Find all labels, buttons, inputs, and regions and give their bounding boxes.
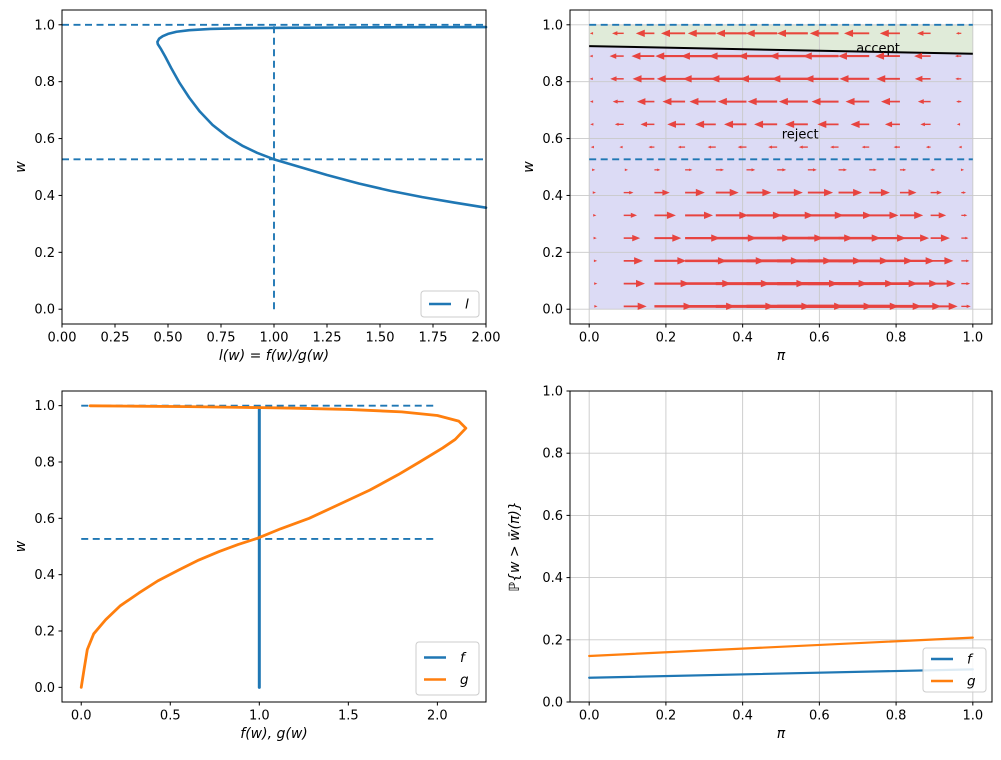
x-tick-label: 0.25 xyxy=(101,331,130,346)
y-tick-label: 0.2 xyxy=(542,246,563,261)
x-tick-label: 0.4 xyxy=(732,709,753,724)
y-tick-label: 0.6 xyxy=(34,512,55,527)
legend-label-f: f xyxy=(967,652,974,668)
x-tick-label: 0.2 xyxy=(656,709,677,724)
x-tick-label: 1.0 xyxy=(962,709,983,724)
x-tick-label: 0.2 xyxy=(656,331,677,346)
annotation-accept: accept xyxy=(856,41,900,56)
x-axis-label: π xyxy=(777,726,786,742)
legend-label-l: l xyxy=(465,297,469,313)
x-tick-label: 0.0 xyxy=(579,331,600,346)
x-axis-label: l(w) = f(w)/g(w) xyxy=(219,348,329,364)
y-tick-label: 0.0 xyxy=(542,303,563,318)
panel-densities: 0.0 0.5 1.0 1.5 2.0 0.0 0.2 0.4 0.6 0.8 1.0 f(w), g… xyxy=(13,390,487,742)
y-axis-label: ℙ{w > w̄(π)} xyxy=(507,501,523,592)
legend: fg xyxy=(415,641,480,696)
y-tick-label: 0.4 xyxy=(542,571,563,586)
legend-box xyxy=(415,641,480,696)
tick-marks: 0.0 0.2 0.4 0.6 0.8 1.0 0.0 0.2 0.4 0.6 0.8 1.0 xyxy=(542,18,983,345)
y-tick-label: 0.8 xyxy=(34,75,55,90)
annotation-reject: reject xyxy=(782,127,819,142)
y-tick-label: 1.0 xyxy=(34,18,55,33)
y-tick-label: 0.2 xyxy=(542,633,563,648)
x-tick-label: 0.00 xyxy=(48,331,77,346)
legend-label-f: f xyxy=(460,650,467,666)
y-tick-label: 1.0 xyxy=(542,18,563,33)
series-g-line xyxy=(588,636,974,658)
tick-marks: 0.00 0.25 0.50 0.75 1.00 1.25 1.50 1.75 2.00 0.0 0… xyxy=(34,18,500,345)
legend: l xyxy=(420,290,480,318)
x-tick-label: 0.6 xyxy=(809,709,830,724)
legend-box xyxy=(922,647,987,693)
x-tick-label: 0.6 xyxy=(809,331,830,346)
tick-marks: 0.0 0.5 1.0 1.5 2.0 0.0 0.2 0.4 0.6 0.8 1.0 xyxy=(34,399,447,723)
y-tick-label: 1.0 xyxy=(542,385,563,400)
y-tick-label: 0.8 xyxy=(34,455,55,470)
y-axis-label: w xyxy=(13,540,29,552)
y-tick-label: 0.2 xyxy=(34,246,55,261)
legend-label-g: g xyxy=(967,674,976,690)
y-tick-label: 0.0 xyxy=(542,696,563,711)
panel-tail-probability: 0.0 0.2 0.4 0.6 0.8 1.0 0.0 0.2 0.4 0.6 0.8 1.0 π ℙ{w… xyxy=(507,385,993,742)
axes-spines xyxy=(61,390,487,703)
x-tick-label: 1.75 xyxy=(419,331,448,346)
y-tick-label: 0.2 xyxy=(34,625,55,640)
axes-spines xyxy=(569,390,993,703)
x-tick-label: 1.50 xyxy=(366,331,395,346)
x-tick-label: 1.00 xyxy=(260,331,289,346)
legend-label-g: g xyxy=(460,672,469,688)
x-tick-label: 1.5 xyxy=(338,709,359,724)
x-tick-label: 1.0 xyxy=(249,709,270,724)
y-tick-label: 0.8 xyxy=(542,447,563,462)
axes-spines xyxy=(569,9,993,325)
x-tick-label: 0.4 xyxy=(732,331,753,346)
x-tick-label: 1.0 xyxy=(962,331,983,346)
series-l-line xyxy=(156,25,488,209)
y-tick-label: 0.4 xyxy=(34,189,55,204)
accept-reject-boundary-line xyxy=(589,45,973,55)
y-tick-label: 0.6 xyxy=(542,509,563,524)
y-tick-label: 0.4 xyxy=(542,189,563,204)
y-tick-label: 1.0 xyxy=(34,399,55,414)
x-tick-label: 0.8 xyxy=(886,709,907,724)
y-tick-label: 0.4 xyxy=(34,568,55,583)
x-tick-label: 0.75 xyxy=(207,331,236,346)
y-axis-label: w xyxy=(13,161,29,173)
vector-field-arrows xyxy=(589,29,971,311)
x-axis-label: π xyxy=(777,348,786,364)
y-tick-label: 0.0 xyxy=(34,681,55,696)
x-tick-label: 0.5 xyxy=(160,709,181,724)
legend: fg xyxy=(922,647,987,693)
accept-region xyxy=(589,24,973,54)
x-tick-label: 0.0 xyxy=(71,709,92,724)
x-tick-label: 1.25 xyxy=(313,331,342,346)
x-tick-label: 2.00 xyxy=(472,331,501,346)
y-axis-label: w xyxy=(521,161,537,173)
series-g-line xyxy=(79,404,468,689)
series-f-line xyxy=(588,668,974,679)
tick-marks: 0.0 0.2 0.4 0.6 0.8 1.0 0.0 0.2 0.4 0.6 0.8 1.0 xyxy=(542,385,983,724)
y-tick-label: 0.6 xyxy=(542,132,563,147)
y-tick-label: 0.0 xyxy=(34,303,55,318)
x-tick-label: 0.0 xyxy=(579,709,600,724)
x-tick-label: 0.50 xyxy=(154,331,183,346)
x-tick-label: 2.0 xyxy=(427,709,448,724)
x-axis-label: f(w), g(w) xyxy=(240,726,307,742)
y-tick-label: 0.8 xyxy=(542,75,563,90)
x-tick-label: 0.8 xyxy=(886,331,907,346)
reject-region xyxy=(589,46,973,310)
y-tick-label: 0.6 xyxy=(34,132,55,147)
panel-likelihood-ratio: 0.00 0.25 0.50 0.75 1.00 1.25 1.50 1.75 2.00 0.0 0… xyxy=(13,9,500,364)
